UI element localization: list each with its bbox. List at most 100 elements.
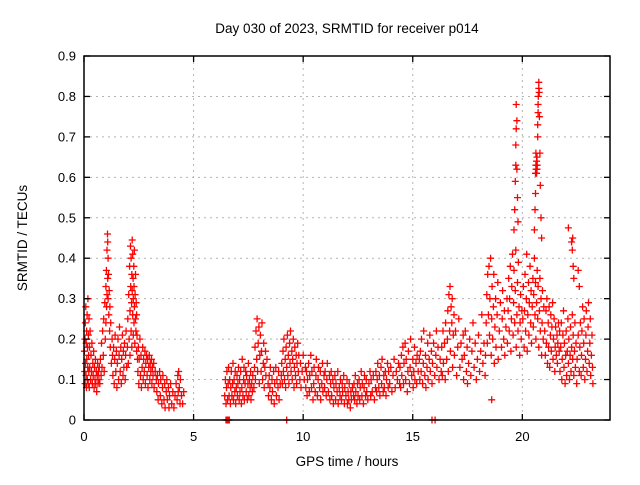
data-point	[162, 388, 170, 396]
data-point	[143, 372, 151, 379]
data-point	[418, 335, 425, 343]
data-point	[115, 351, 123, 359]
data-point	[558, 376, 566, 384]
y-axis-label: SRMTID / TECUs	[15, 185, 30, 292]
data-point	[360, 384, 368, 392]
data-point	[432, 351, 440, 359]
data-point	[372, 368, 380, 375]
data-point	[531, 206, 539, 214]
data-point	[357, 368, 365, 375]
data-point	[132, 315, 139, 323]
data-point	[534, 121, 542, 129]
data-point	[578, 327, 586, 335]
data-point	[511, 177, 519, 185]
data-point	[130, 303, 138, 311]
data-point	[519, 315, 527, 323]
data-point	[512, 141, 520, 149]
data-point	[522, 327, 530, 335]
data-point	[464, 380, 471, 388]
data-point	[483, 291, 491, 299]
data-point	[441, 376, 449, 384]
data-point	[566, 351, 574, 359]
data-point	[86, 343, 93, 351]
data-point	[522, 295, 530, 303]
data-point	[585, 299, 592, 307]
data-point	[343, 400, 351, 408]
data-point	[245, 392, 253, 400]
data-point	[289, 355, 297, 363]
data-point	[443, 355, 451, 363]
data-point	[505, 327, 513, 335]
data-point	[534, 92, 542, 100]
data-point	[124, 315, 132, 323]
data-point	[514, 194, 521, 202]
data-point	[293, 380, 301, 388]
data-point	[327, 368, 335, 375]
data-point	[460, 376, 468, 384]
data-point	[139, 376, 147, 384]
data-point	[180, 388, 188, 396]
data-point	[477, 347, 485, 355]
data-point	[521, 307, 528, 315]
data-point	[544, 359, 551, 367]
data-point	[174, 372, 182, 379]
data-point	[341, 384, 349, 392]
data-point	[88, 339, 96, 347]
data-point	[569, 234, 577, 242]
data-point	[514, 279, 521, 286]
data-point	[366, 368, 374, 375]
data-point	[504, 307, 512, 315]
data-point	[485, 262, 493, 270]
data-point	[95, 376, 103, 384]
data-point	[128, 343, 136, 351]
data-point	[401, 339, 409, 347]
data-point	[446, 327, 454, 335]
data-point	[488, 315, 496, 323]
data-point	[500, 335, 508, 343]
data-point	[129, 250, 137, 258]
data-point	[86, 327, 94, 335]
data-point	[264, 380, 272, 388]
data-point	[544, 319, 552, 327]
data-point	[153, 388, 161, 396]
data-point	[542, 307, 550, 315]
data-point	[534, 109, 542, 117]
data-point	[534, 283, 542, 290]
data-point	[359, 400, 367, 408]
data-point	[282, 384, 290, 392]
data-point	[439, 327, 447, 335]
data-point	[106, 303, 114, 311]
data-point	[528, 339, 535, 347]
data-point	[413, 351, 421, 359]
data-point	[135, 380, 143, 388]
data-point	[324, 388, 332, 396]
data-point	[509, 331, 517, 339]
data-point	[132, 327, 140, 335]
data-point	[581, 376, 589, 384]
data-point	[588, 331, 596, 339]
scatter-points	[80, 78, 597, 424]
data-point	[549, 355, 557, 363]
data-point	[175, 368, 183, 375]
data-point	[492, 295, 500, 303]
data-point	[575, 283, 583, 290]
data-point	[444, 307, 452, 315]
data-point	[224, 396, 232, 404]
data-point	[83, 311, 91, 319]
y-tick-label: 0.2	[58, 332, 76, 347]
data-point	[390, 355, 398, 363]
data-point	[379, 388, 387, 396]
data-point	[81, 319, 89, 327]
data-point	[491, 323, 499, 331]
data-point	[487, 254, 495, 262]
data-point	[495, 327, 503, 335]
x-tick-label: 15	[406, 429, 420, 444]
data-point	[239, 392, 247, 400]
data-point	[417, 368, 425, 375]
data-point	[305, 359, 313, 367]
data-point	[526, 262, 534, 270]
x-axis-label: GPS time / hours	[296, 454, 399, 469]
data-point	[553, 359, 561, 367]
data-point	[90, 384, 98, 392]
data-point	[408, 372, 416, 379]
